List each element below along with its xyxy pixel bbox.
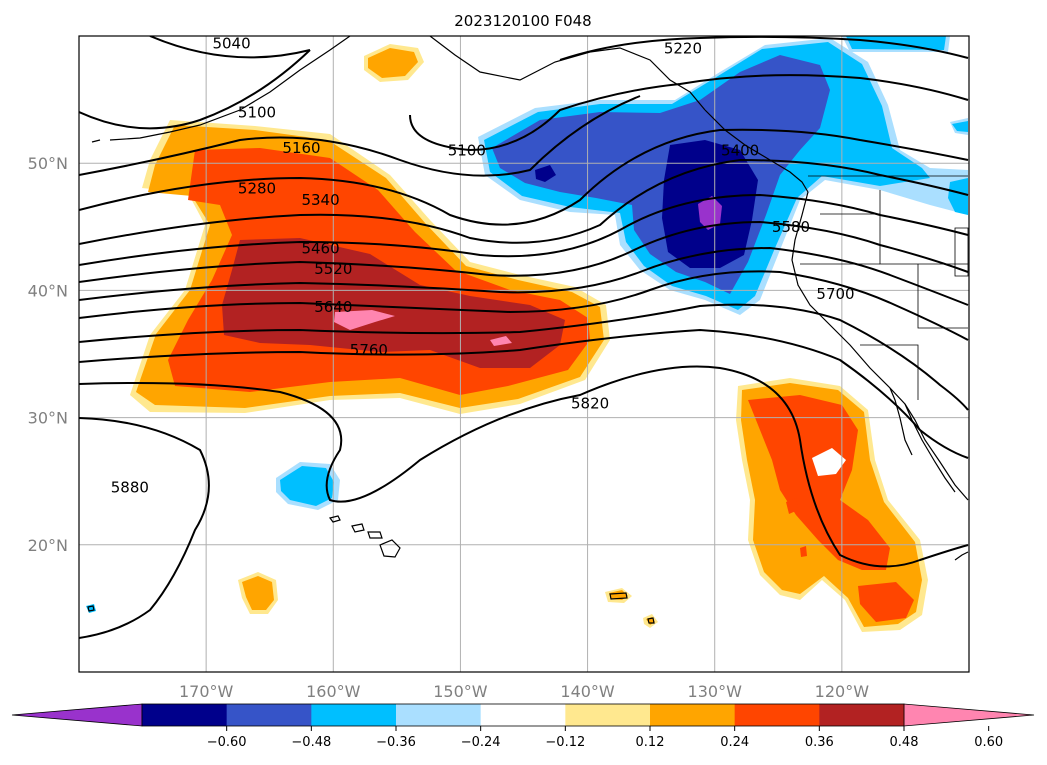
- contour-label: 5100: [238, 103, 276, 121]
- longitude-labels: 170°W 160°W 150°W 140°W 130°W 120°W: [179, 682, 869, 701]
- colorbar-tick-label: −0.36: [376, 735, 416, 750]
- contour-label: 5700: [816, 285, 854, 303]
- colorbar-tick-label: −0.24: [461, 735, 501, 750]
- lon-label: 120°W: [815, 682, 870, 701]
- contour-label: 5280: [238, 180, 276, 198]
- colorbar-frame: [141, 703, 905, 727]
- lon-label: 150°W: [433, 682, 488, 701]
- small-anomaly-patches: [86, 44, 658, 628]
- colorbar-segment: [396, 704, 482, 726]
- colorbar-tick-label: 0.36: [805, 735, 834, 750]
- colorbar-segment: [311, 704, 397, 726]
- colorbar-tick-label: 0.24: [720, 735, 749, 750]
- colorbar-extend-low: [11, 703, 143, 727]
- colorbar-tick-label: −0.48: [291, 735, 331, 750]
- colorbar-tick-label: 0.60: [974, 735, 1003, 750]
- colorbar-segment: [565, 704, 651, 726]
- figure-title: 2023120100 F048: [454, 12, 591, 30]
- colorbar-tick-label: 0.48: [890, 735, 919, 750]
- contour-label: 5340: [301, 191, 339, 209]
- colorbar-segment: [480, 704, 566, 726]
- colorbar-segment: [734, 704, 820, 726]
- contour-labels: 5040 5100 5100 5160 5220 5280 5340 5400 5460 5520…: [111, 35, 855, 497]
- contour-label: 5520: [314, 260, 352, 278]
- height-contours: [79, 36, 969, 639]
- colorbar-segment: [226, 704, 312, 726]
- contour-label: 5820: [571, 395, 609, 413]
- latitude-labels: 50°N 40°N 30°N 20°N: [28, 154, 68, 555]
- colorbar-segment: [650, 704, 736, 726]
- colorbar-segment: [819, 704, 905, 726]
- contour-label: 5040: [212, 35, 250, 53]
- contour-label: 5880: [111, 479, 149, 497]
- colorbar-extend-high: [903, 703, 1035, 727]
- hawaii-islands: [87, 515, 655, 624]
- colorbar-tick-label: −0.60: [207, 735, 247, 750]
- contour-label: 5220: [664, 40, 702, 58]
- colorbar-segment: [142, 704, 228, 726]
- contour-label: 5100: [448, 141, 486, 159]
- contour-label: 5760: [350, 341, 388, 359]
- lat-label: 40°N: [28, 281, 68, 300]
- lon-label: 130°W: [688, 682, 743, 701]
- positive-anomaly-central-pacific: [130, 120, 610, 414]
- lon-label: 160°W: [306, 682, 361, 701]
- contour-label: 5640: [314, 298, 352, 316]
- lon-label: 140°W: [560, 682, 615, 701]
- lat-label: 30°N: [28, 409, 68, 428]
- contour-label: 5460: [301, 239, 339, 257]
- map-panel: 5040 5100 5100 5160 5220 5280 5340 5400 5460 5520…: [28, 35, 970, 701]
- lon-label: 170°W: [179, 682, 234, 701]
- colorbar-tick-label: −0.12: [545, 735, 585, 750]
- colorbar-tick-label: 0.12: [636, 735, 665, 750]
- lat-label: 20°N: [28, 536, 68, 555]
- contour-label: 5400: [721, 141, 759, 159]
- contour-label: 5580: [772, 218, 810, 236]
- contour-label: 5160: [282, 139, 320, 157]
- colorbar: −0.60 −0.48 −0.36 −0.24 −0.12 0.12 0.24 0.36 0.4…: [11, 703, 1035, 750]
- lat-label: 50°N: [28, 154, 68, 173]
- map-frame: [78, 35, 970, 673]
